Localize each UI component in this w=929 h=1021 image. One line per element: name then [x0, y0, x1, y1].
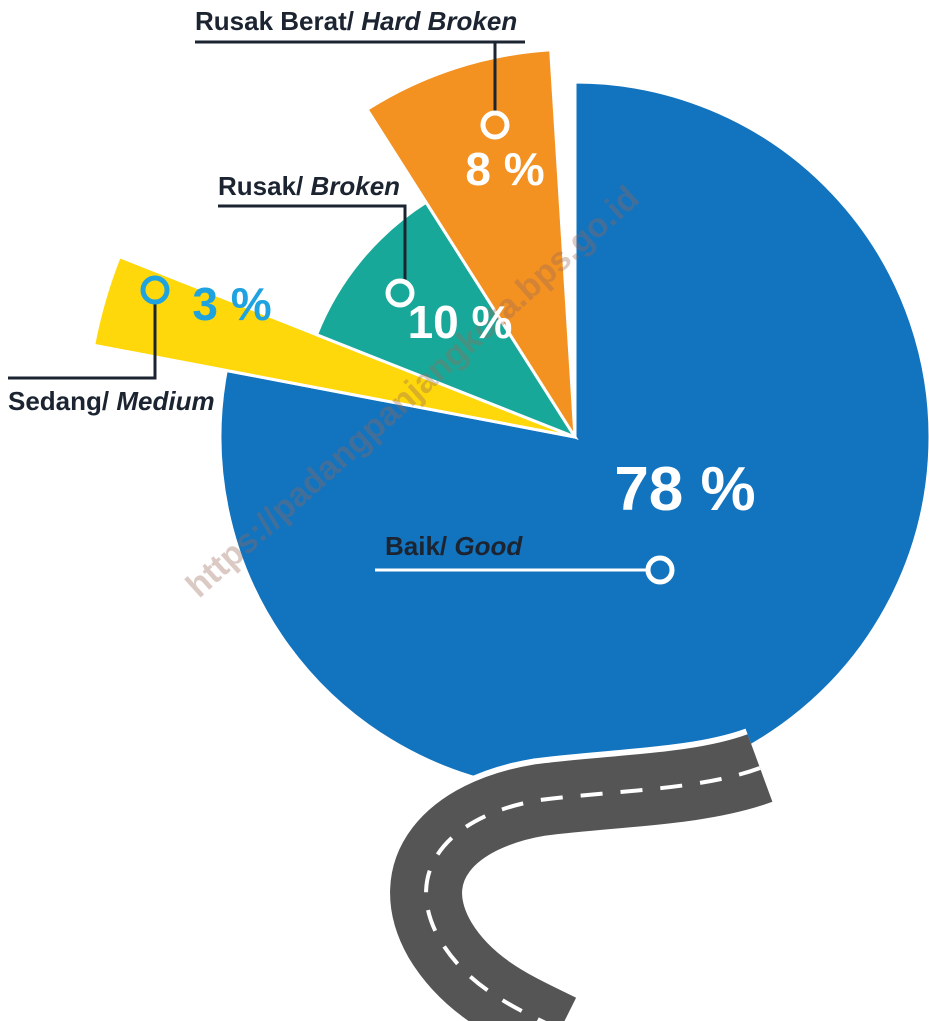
leader-dot [385, 278, 415, 308]
data-label: 8 % [465, 143, 544, 195]
leader-dot [645, 555, 675, 585]
category-label: Baik/ Good [385, 531, 523, 561]
category-label: Rusak/ Broken [218, 171, 400, 201]
data-label: 3 % [192, 278, 271, 330]
leader-line [218, 204, 407, 280]
pie-slice [365, 48, 577, 438]
data-label: 78 % [614, 455, 755, 524]
category-label: Rusak Berat/ Hard Broken [195, 6, 517, 36]
leader-line [8, 302, 157, 380]
leader-dot [480, 110, 510, 140]
pie-slice [91, 254, 576, 439]
leader-line [195, 40, 525, 112]
category-label: Sedang/ Medium [8, 386, 215, 416]
data-label: 10 % [408, 296, 513, 348]
leader-dot [140, 275, 170, 305]
labels: 78 % Baik/ Good 3 % Sedang/ Medium 10 % Rusak… [8, 6, 756, 585]
road-illustration [384, 728, 775, 1021]
pie [91, 48, 929, 794]
pie-slice [314, 200, 579, 441]
